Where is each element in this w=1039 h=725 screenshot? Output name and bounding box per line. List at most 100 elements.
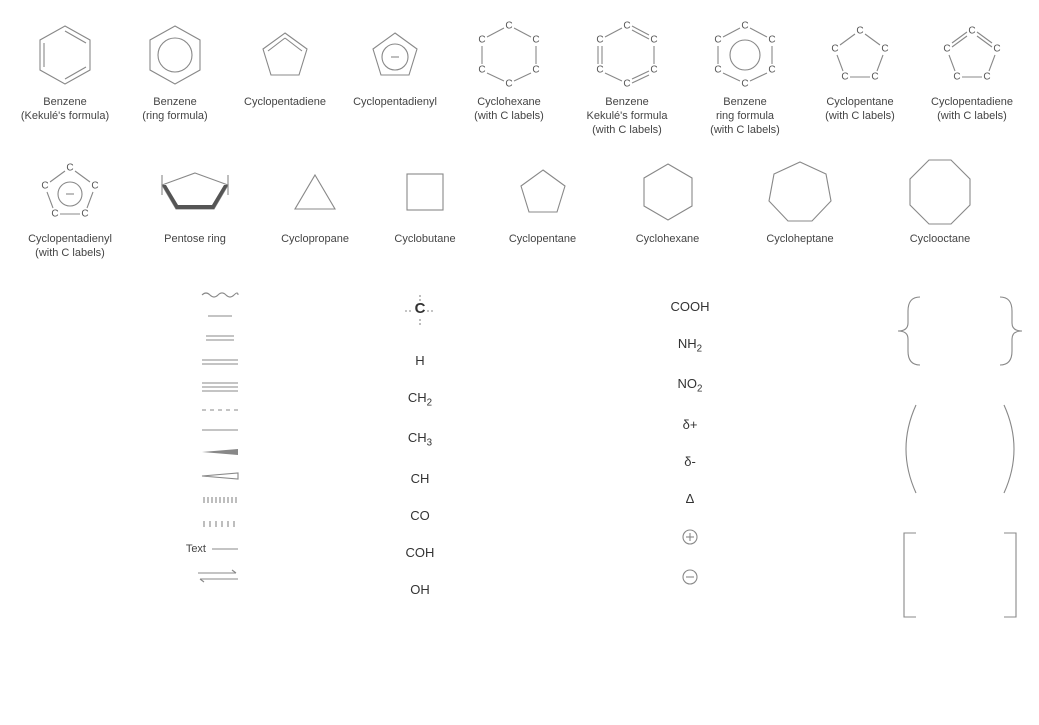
group-ch: CH — [411, 471, 430, 486]
caption-cyclooctane: Cyclooctane — [910, 233, 971, 247]
svg-text:C: C — [623, 21, 630, 32]
bond-double — [200, 357, 240, 367]
shape-cyclobutane — [403, 157, 447, 227]
group-circle-plus — [681, 528, 699, 546]
bracket-square — [880, 527, 1039, 623]
shape-benzene-ring — [145, 20, 205, 90]
group-no2: NO2 — [678, 376, 703, 395]
svg-text:C: C — [768, 65, 775, 76]
cell-benzene-ring-c: C C C C C C Benzenering formula(with C l… — [686, 20, 804, 137]
svg-text:C: C — [478, 65, 485, 76]
svg-text:C: C — [983, 72, 990, 83]
group-delta: Δ — [686, 491, 695, 506]
svg-text:C: C — [623, 79, 630, 90]
bracket-curly — [880, 291, 1039, 371]
bond-hash-sparse — [200, 519, 240, 529]
groups-col-1: C H CH2 CH3 CH CO COH OH — [270, 291, 570, 623]
svg-text:C: C — [871, 72, 878, 83]
shape-cyclooctane — [902, 157, 978, 227]
svg-text:C: C — [841, 72, 848, 83]
cell-benzene-kekule-c: C C C C C C BenzeneKekulé's formula(with… — [568, 20, 686, 137]
caption-benzene-ring: Benzene(ring formula) — [142, 96, 207, 124]
bond-dashed — [200, 407, 240, 413]
group-delta-minus: δ- — [684, 454, 696, 469]
caption-benzene-kekule: Benzene(Kekulé's formula) — [21, 96, 109, 124]
shape-cyclopentadienyl — [367, 20, 423, 90]
svg-text:C: C — [768, 35, 775, 46]
svg-text:C: C — [81, 209, 88, 220]
group-oh: OH — [410, 582, 430, 597]
group-coh: COH — [406, 545, 435, 560]
bond-hash-dense — [200, 495, 240, 505]
caption-cycloheptane: Cycloheptane — [766, 233, 833, 247]
cell-benzene-ring: Benzene(ring formula) — [120, 20, 230, 137]
caption-cyclopentane: Cyclopentane — [509, 233, 576, 247]
shape-cyclohexane — [639, 157, 697, 227]
groups-col-2: COOH NH2 NO2 δ+ δ- Δ — [570, 291, 810, 623]
bond-wedge-hollow — [200, 471, 240, 481]
bond-equilibrium — [196, 569, 240, 583]
group-circle-minus — [681, 568, 699, 586]
cell-cyclopentane: Cyclopentane — [480, 157, 605, 261]
text-label: Text — [186, 543, 206, 555]
caption-cyclopentadiene: Cyclopentadiene — [244, 96, 326, 110]
shape-cyclohexane-c: C C C C C C — [470, 20, 548, 90]
svg-text:C: C — [714, 35, 721, 46]
svg-text:C: C — [714, 65, 721, 76]
shape-cyclopentadienyl-c: C C C C C — [35, 157, 105, 227]
group-ch3: CH3 — [408, 430, 432, 449]
cell-cyclopentadienyl-c: C C C C C Cyclopentadienyl(with C labels… — [10, 157, 130, 261]
cell-cyclopropane: Cyclopropane — [260, 157, 370, 261]
caption-cyclobutane: Cyclobutane — [394, 233, 455, 247]
structure-row-1: Benzene(Kekulé's formula) Benzene(ring f… — [10, 20, 1029, 137]
svg-text:C: C — [953, 72, 960, 83]
svg-text:C: C — [741, 21, 748, 32]
shape-cycloheptane — [764, 157, 836, 227]
group-c-center: C — [397, 291, 443, 331]
bond-short — [200, 313, 240, 319]
shape-benzene-kekule — [35, 20, 95, 90]
cell-cyclooctane: Cyclooctane — [870, 157, 1010, 261]
caption-cyclopropane: Cyclopropane — [281, 233, 349, 247]
bond-triple — [200, 381, 240, 393]
svg-text:C: C — [41, 181, 48, 192]
group-ch2: CH2 — [408, 390, 432, 409]
structure-row-2: C C C C C Cyclopentadienyl(with C labels… — [10, 157, 1029, 261]
bond-double-short — [200, 333, 240, 343]
cell-cyclobutane: Cyclobutane — [370, 157, 480, 261]
svg-text:C: C — [51, 209, 58, 220]
svg-text:C: C — [943, 44, 950, 55]
caption-cyclopentane-c: Cyclopentane(with C labels) — [825, 96, 895, 124]
shape-cyclopropane — [290, 157, 340, 227]
cell-benzene-kekule: Benzene(Kekulé's formula) — [10, 20, 120, 137]
svg-text:C: C — [856, 26, 863, 37]
cell-cyclohexane: Cyclohexane — [605, 157, 730, 261]
svg-text:C: C — [831, 44, 838, 55]
svg-text:C: C — [741, 79, 748, 90]
shape-pentose-ring — [154, 157, 236, 227]
svg-text:C: C — [881, 44, 888, 55]
svg-text:C: C — [91, 181, 98, 192]
bond-wavy — [200, 291, 240, 299]
svg-text:C: C — [415, 300, 426, 317]
svg-text:C: C — [532, 35, 539, 46]
caption-cyclohexane-c: Cyclohexane(with C labels) — [474, 96, 544, 124]
caption-pentose-ring: Pentose ring — [164, 233, 226, 247]
cell-cyclopentadiene: Cyclopentadiene — [230, 20, 340, 137]
svg-text:C: C — [596, 35, 603, 46]
caption-cyclopentadiene-c: Cyclopentadiene(with C labels) — [931, 96, 1013, 124]
shape-benzene-kekule-c: C C C C C C — [588, 20, 666, 90]
group-h: H — [415, 353, 424, 368]
bonds-column: Text — [90, 291, 270, 623]
cell-cyclopentadienyl: Cyclopentadienyl — [340, 20, 450, 137]
cell-cyclohexane-c: C C C C C C Cyclohexane(with C labels) — [450, 20, 568, 137]
bond-solid — [200, 427, 240, 433]
group-delta-plus: δ+ — [683, 417, 698, 432]
lower-grid: Text C H CH2 CH3 CH CO COH OH COOH NH2 N… — [90, 291, 1029, 623]
caption-benzene-ring-c: Benzenering formula(with C labels) — [710, 96, 780, 137]
svg-text:C: C — [650, 35, 657, 46]
shape-cyclopentane-c: C C C C C — [825, 20, 895, 90]
svg-text:C: C — [532, 65, 539, 76]
caption-cyclohexane: Cyclohexane — [636, 233, 700, 247]
group-cooh: COOH — [671, 299, 710, 314]
